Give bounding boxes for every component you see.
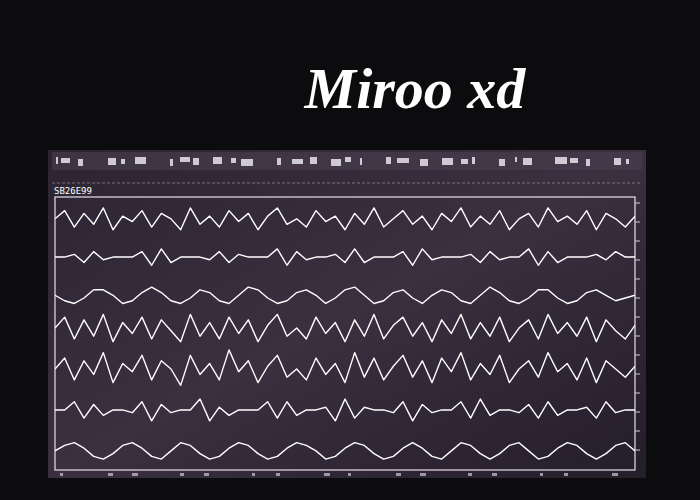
background bbox=[0, 0, 700, 500]
header-mark bbox=[213, 157, 222, 164]
footer-mark bbox=[612, 473, 618, 476]
header-mark bbox=[499, 159, 505, 166]
edge-notch bbox=[635, 222, 640, 223]
trace bbox=[55, 314, 635, 341]
footer-mark bbox=[324, 473, 330, 476]
header-mark bbox=[345, 157, 351, 162]
header-mark bbox=[277, 158, 281, 165]
edge-notch bbox=[635, 241, 640, 242]
header-mark bbox=[108, 158, 116, 165]
title: Miroo xd bbox=[304, 56, 527, 121]
footer-mark bbox=[180, 473, 184, 476]
header-mark bbox=[461, 159, 468, 164]
trace bbox=[55, 208, 635, 230]
footer-mark bbox=[396, 473, 401, 476]
footer-mark bbox=[252, 473, 255, 476]
header-mark bbox=[170, 159, 173, 166]
footer-mark bbox=[132, 473, 138, 476]
header-mark bbox=[555, 157, 567, 164]
trace bbox=[55, 249, 635, 265]
header-mark bbox=[515, 157, 517, 162]
header-mark bbox=[360, 158, 362, 165]
header-mark bbox=[310, 157, 317, 164]
edge-notch bbox=[635, 431, 640, 432]
header-mark bbox=[386, 157, 391, 164]
header-mark bbox=[626, 159, 629, 164]
subtitle: SB26E99 bbox=[54, 186, 92, 196]
traces bbox=[55, 208, 635, 459]
footer-mark bbox=[540, 473, 543, 476]
header-mark bbox=[292, 159, 303, 164]
edge-notch bbox=[635, 450, 640, 451]
canvas: Miroo xd SB26E99 bbox=[0, 0, 700, 500]
header-mark bbox=[193, 158, 199, 165]
trace bbox=[55, 443, 635, 459]
header-mark bbox=[331, 159, 341, 166]
edge-notch bbox=[635, 203, 640, 204]
header-mark bbox=[121, 159, 125, 164]
header-mark bbox=[523, 158, 532, 165]
header-mark bbox=[420, 159, 428, 166]
footer-strip bbox=[60, 473, 618, 476]
header-mark bbox=[56, 157, 58, 164]
footer-mark bbox=[468, 473, 472, 476]
edge-notch bbox=[635, 412, 640, 413]
header-mark bbox=[231, 158, 236, 163]
footer-mark bbox=[348, 473, 351, 476]
trace bbox=[55, 287, 635, 303]
footer-mark bbox=[60, 473, 63, 476]
header-mark bbox=[397, 158, 409, 163]
header-mark bbox=[586, 159, 590, 166]
edge-notch bbox=[635, 279, 640, 280]
edge-notch bbox=[635, 374, 640, 375]
footer-mark bbox=[108, 473, 113, 476]
header-mark bbox=[442, 158, 453, 165]
footer-mark bbox=[420, 473, 426, 476]
footer-mark bbox=[276, 473, 280, 476]
edge-notch bbox=[635, 317, 640, 318]
header-mark bbox=[78, 159, 83, 166]
edge-notch bbox=[635, 298, 640, 299]
header-line bbox=[52, 183, 642, 184]
edge-notch bbox=[635, 336, 640, 337]
header-mark bbox=[180, 157, 190, 162]
edge-notch bbox=[635, 260, 640, 261]
header-mark bbox=[61, 158, 70, 163]
header-strip bbox=[52, 152, 642, 183]
footer-mark bbox=[564, 473, 568, 476]
header-mark bbox=[241, 159, 253, 166]
header-mark bbox=[472, 157, 475, 164]
panel bbox=[48, 150, 646, 478]
trace bbox=[55, 399, 635, 421]
edge-notch bbox=[635, 393, 640, 394]
header-mark bbox=[570, 158, 578, 163]
header-mark bbox=[614, 158, 621, 165]
header-mark bbox=[135, 157, 146, 164]
header-band bbox=[52, 152, 642, 170]
trace bbox=[55, 350, 635, 385]
footer-mark bbox=[204, 473, 209, 476]
footer-mark bbox=[492, 473, 497, 476]
edge-notch bbox=[635, 355, 640, 356]
plot-frame bbox=[55, 197, 635, 470]
